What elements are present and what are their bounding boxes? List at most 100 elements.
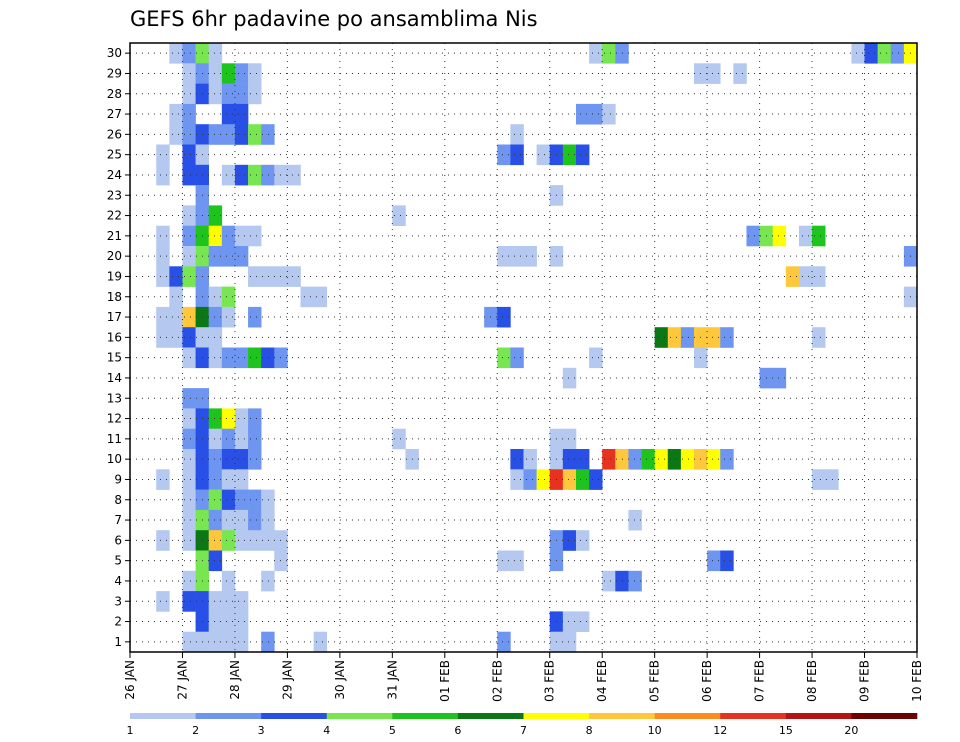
heatmap-cell <box>208 124 223 145</box>
heatmap-cell <box>707 63 721 84</box>
heatmap-cell <box>562 631 577 653</box>
heatmap-cell <box>510 347 524 369</box>
heatmap-cell <box>221 124 236 145</box>
y-tick-label: 4 <box>114 574 122 588</box>
heatmap-cell <box>261 266 275 287</box>
heatmap-cell <box>221 408 236 429</box>
y-tick-label: 28 <box>107 87 122 101</box>
heatmap-cell <box>169 286 183 308</box>
x-axis: 26 JAN 27 JAN 28 JAN 29 JAN 30 JAN 31 JAN 01 F… <box>123 652 924 702</box>
chart-title: GEFS 6hr padavine po ansamblima Nis <box>130 7 538 31</box>
heatmap-cell <box>392 205 406 226</box>
heatmap-cell <box>234 591 249 612</box>
heatmap-cell <box>248 225 262 247</box>
heatmap-cell <box>812 225 826 247</box>
y-tick-label: 11 <box>107 432 122 446</box>
heatmap-cell <box>812 469 826 490</box>
heatmap-cell <box>562 367 577 389</box>
heatmap-cell <box>261 347 275 369</box>
x-tick-label: 26 JAN <box>123 660 137 700</box>
heatmap-cell <box>182 489 196 511</box>
y-tick-label: 24 <box>107 168 122 182</box>
heatmap-cell <box>182 509 196 531</box>
heatmap-cell <box>221 509 236 531</box>
heatmap-cell <box>182 449 196 470</box>
y-tick-label: 7 <box>114 513 122 527</box>
heatmap-cell <box>497 144 511 166</box>
x-tick-label: 31 JAN <box>385 660 399 700</box>
x-tick-label: 01 FEB <box>438 660 452 702</box>
heatmap-cell <box>208 428 223 450</box>
heatmap-cell <box>313 631 328 653</box>
heatmap-cell <box>234 246 249 267</box>
heatmap-cell <box>261 631 275 653</box>
heatmap-cell <box>221 530 236 551</box>
heatmap-cell <box>602 449 616 470</box>
heatmap-cell <box>208 611 223 632</box>
colorbar-label: 15 <box>779 724 793 737</box>
heatmap-cell <box>221 286 236 308</box>
heatmap-cell <box>234 103 249 125</box>
heatmap-cell <box>208 449 223 470</box>
heatmap-cell <box>746 225 760 247</box>
heatmap-cell <box>221 103 236 125</box>
heatmap-cell <box>208 327 223 348</box>
heatmap-cell <box>182 266 196 287</box>
heatmap-cell <box>575 144 590 166</box>
y-tick-label: 30 <box>107 46 122 60</box>
heatmap-cell <box>221 489 236 511</box>
heatmap-cell <box>234 225 249 247</box>
heatmap-cell <box>221 591 236 612</box>
heatmap-cell <box>182 124 196 145</box>
x-tick-label: 29 JAN <box>280 660 294 700</box>
heatmap-cell <box>182 347 196 369</box>
heatmap-cell <box>523 469 537 490</box>
heatmap-cell <box>208 43 223 64</box>
heatmap-cell <box>182 306 196 328</box>
heatmap-cell <box>785 266 800 287</box>
heatmap-cell <box>261 530 275 551</box>
heatmap-cell <box>234 489 249 511</box>
heatmap-cell <box>234 408 249 429</box>
heatmap-cell <box>208 591 223 612</box>
colorbar-swatch <box>130 713 196 719</box>
heatmap-cell <box>221 428 236 450</box>
heatmap-cell <box>182 205 196 226</box>
heatmap-cell <box>182 631 196 653</box>
heatmap-cell <box>798 225 813 247</box>
heatmap-cell <box>654 449 669 470</box>
heatmap-cell <box>510 550 524 572</box>
heatmap-cell <box>261 509 275 531</box>
heatmap-cell <box>497 631 511 653</box>
heatmap-cell <box>562 428 577 450</box>
heatmap-cell <box>628 570 642 592</box>
heatmap-cell <box>182 144 196 166</box>
heatmap-cell <box>851 43 865 64</box>
y-tick-label: 18 <box>107 290 122 304</box>
heatmap-cell <box>772 367 787 389</box>
heatmap-cell <box>234 63 249 84</box>
colorbar-label: 12 <box>713 724 727 737</box>
heatmap-cell <box>208 530 223 551</box>
heatmap-cell <box>182 225 196 247</box>
heatmap-cell <box>156 266 170 287</box>
heatmap-cell <box>497 246 511 267</box>
heatmap-cell <box>720 550 734 572</box>
heatmap-cell <box>864 43 878 64</box>
heatmap-cell <box>208 246 223 267</box>
heatmap-cell <box>208 469 223 490</box>
heatmap-cell <box>562 469 577 490</box>
heatmap-cell <box>156 144 170 166</box>
heatmap-cell <box>208 83 223 105</box>
heatmap-cell <box>667 449 682 470</box>
heatmap-cell <box>182 469 196 490</box>
x-tick-label: 06 FEB <box>700 660 714 702</box>
heatmap-cell <box>234 124 249 145</box>
heatmap-cell <box>169 124 183 145</box>
heatmap-cell <box>589 103 603 125</box>
heatmap-cell <box>156 164 170 186</box>
y-tick-label: 19 <box>107 269 122 283</box>
heatmap-cell <box>628 449 642 470</box>
heatmap-cell <box>169 266 183 287</box>
heatmap-cell <box>890 43 905 64</box>
